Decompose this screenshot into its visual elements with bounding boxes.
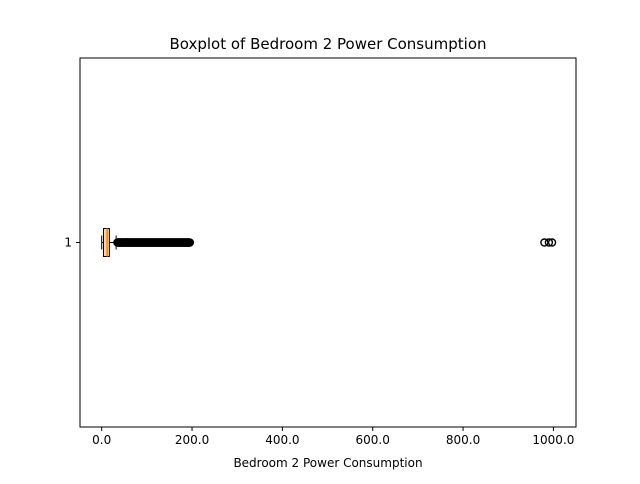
x-tick-label: 400.0	[265, 433, 299, 447]
x-tick-label: 800.0	[446, 433, 480, 447]
x-tick-label: 1000.0	[532, 433, 574, 447]
x-tick-label: 0.0	[92, 433, 111, 447]
x-axis-label: Bedroom 2 Power Consumption	[233, 456, 422, 470]
x-axis: 0.0 200.0 400.0 600.0 800.0 1000.0	[92, 427, 574, 447]
x-tick-label: 600.0	[356, 433, 390, 447]
outlier-point	[185, 238, 195, 247]
outlier-point	[544, 238, 554, 247]
outlier-point	[547, 238, 557, 247]
y-axis: 1	[64, 236, 80, 250]
y-tick-label: 1	[64, 236, 72, 250]
chart-title: Boxplot of Bedroom 2 Power Consumption	[169, 35, 486, 53]
plot-area	[101, 228, 557, 257]
x-tick-label: 200.0	[175, 433, 209, 447]
